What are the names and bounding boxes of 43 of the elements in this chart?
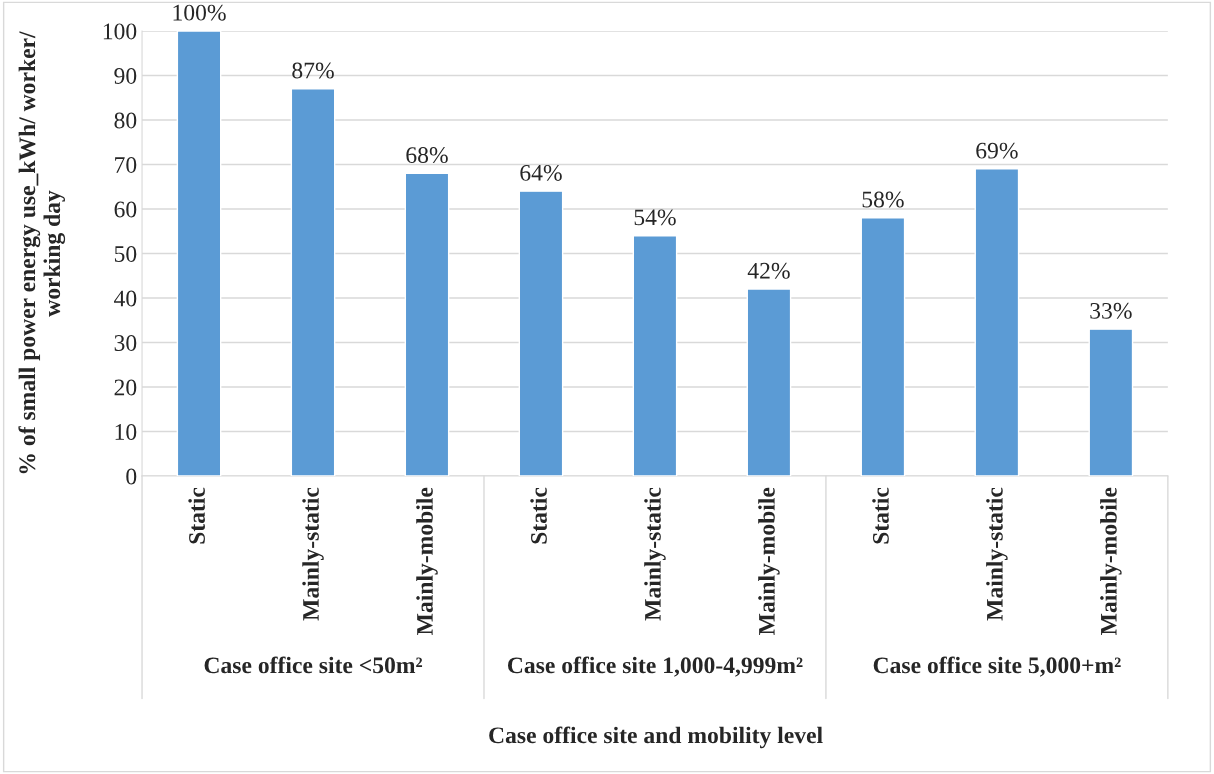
x-axis-title: Case office site and mobility level	[489, 726, 823, 749]
y-tick-label: 20	[114, 379, 137, 396]
x-tick-label: Mainly-static	[644, 487, 666, 621]
y-tick-label: 40	[114, 290, 137, 307]
x-tick-label: Mainly-static	[986, 487, 1008, 621]
x-tick-label: Static	[188, 487, 205, 544]
text: Case office site <50m²	[204, 656, 423, 674]
y-tick-label: 30	[114, 334, 137, 351]
y-tick-label: 0	[126, 468, 137, 485]
x-tick-label: Mainly-mobile	[1100, 487, 1122, 635]
y-tick-label: 90	[114, 67, 137, 84]
bar	[860, 217, 906, 477]
x-tick-label: Mainly-static	[302, 487, 324, 621]
x-tick-label: Mainly-mobile	[758, 487, 780, 635]
bar	[974, 168, 1020, 477]
data-label: 87%	[292, 62, 334, 79]
x-tick-label: Static	[530, 487, 547, 544]
y-tick-label: 80	[114, 112, 137, 129]
data-label: 64%	[520, 164, 562, 181]
data-label: 100%	[173, 4, 226, 21]
text: Case office site 5,000+m²	[873, 656, 1121, 677]
bar	[518, 190, 564, 477]
y-tick-label: 10	[115, 424, 137, 440]
bar	[176, 30, 222, 477]
bar	[1088, 328, 1134, 477]
bar	[290, 88, 336, 477]
bar	[404, 172, 450, 477]
y-tick-label: 70	[115, 156, 137, 173]
data-label: 33%	[1090, 302, 1132, 319]
y-tick-label: 100	[103, 23, 137, 40]
bar	[746, 288, 792, 477]
y-tick-label: 60	[114, 201, 137, 218]
y-tick-label: 50	[114, 245, 137, 262]
x-tick-label: Static	[872, 487, 889, 544]
y-axis-title: % of small power energy use_kWh/ worker/ working day	[18, 31, 66, 474]
data-label: 58%	[862, 191, 904, 208]
x-tick-label: Mainly-mobile	[416, 487, 438, 635]
text: Case office site 1,000-4,999m²	[507, 656, 803, 677]
data-label: 68%	[406, 147, 448, 164]
bar	[632, 234, 678, 477]
data-label: 69%	[976, 142, 1018, 159]
data-label: 54%	[634, 209, 676, 226]
data-label: 42%	[747, 262, 790, 279]
